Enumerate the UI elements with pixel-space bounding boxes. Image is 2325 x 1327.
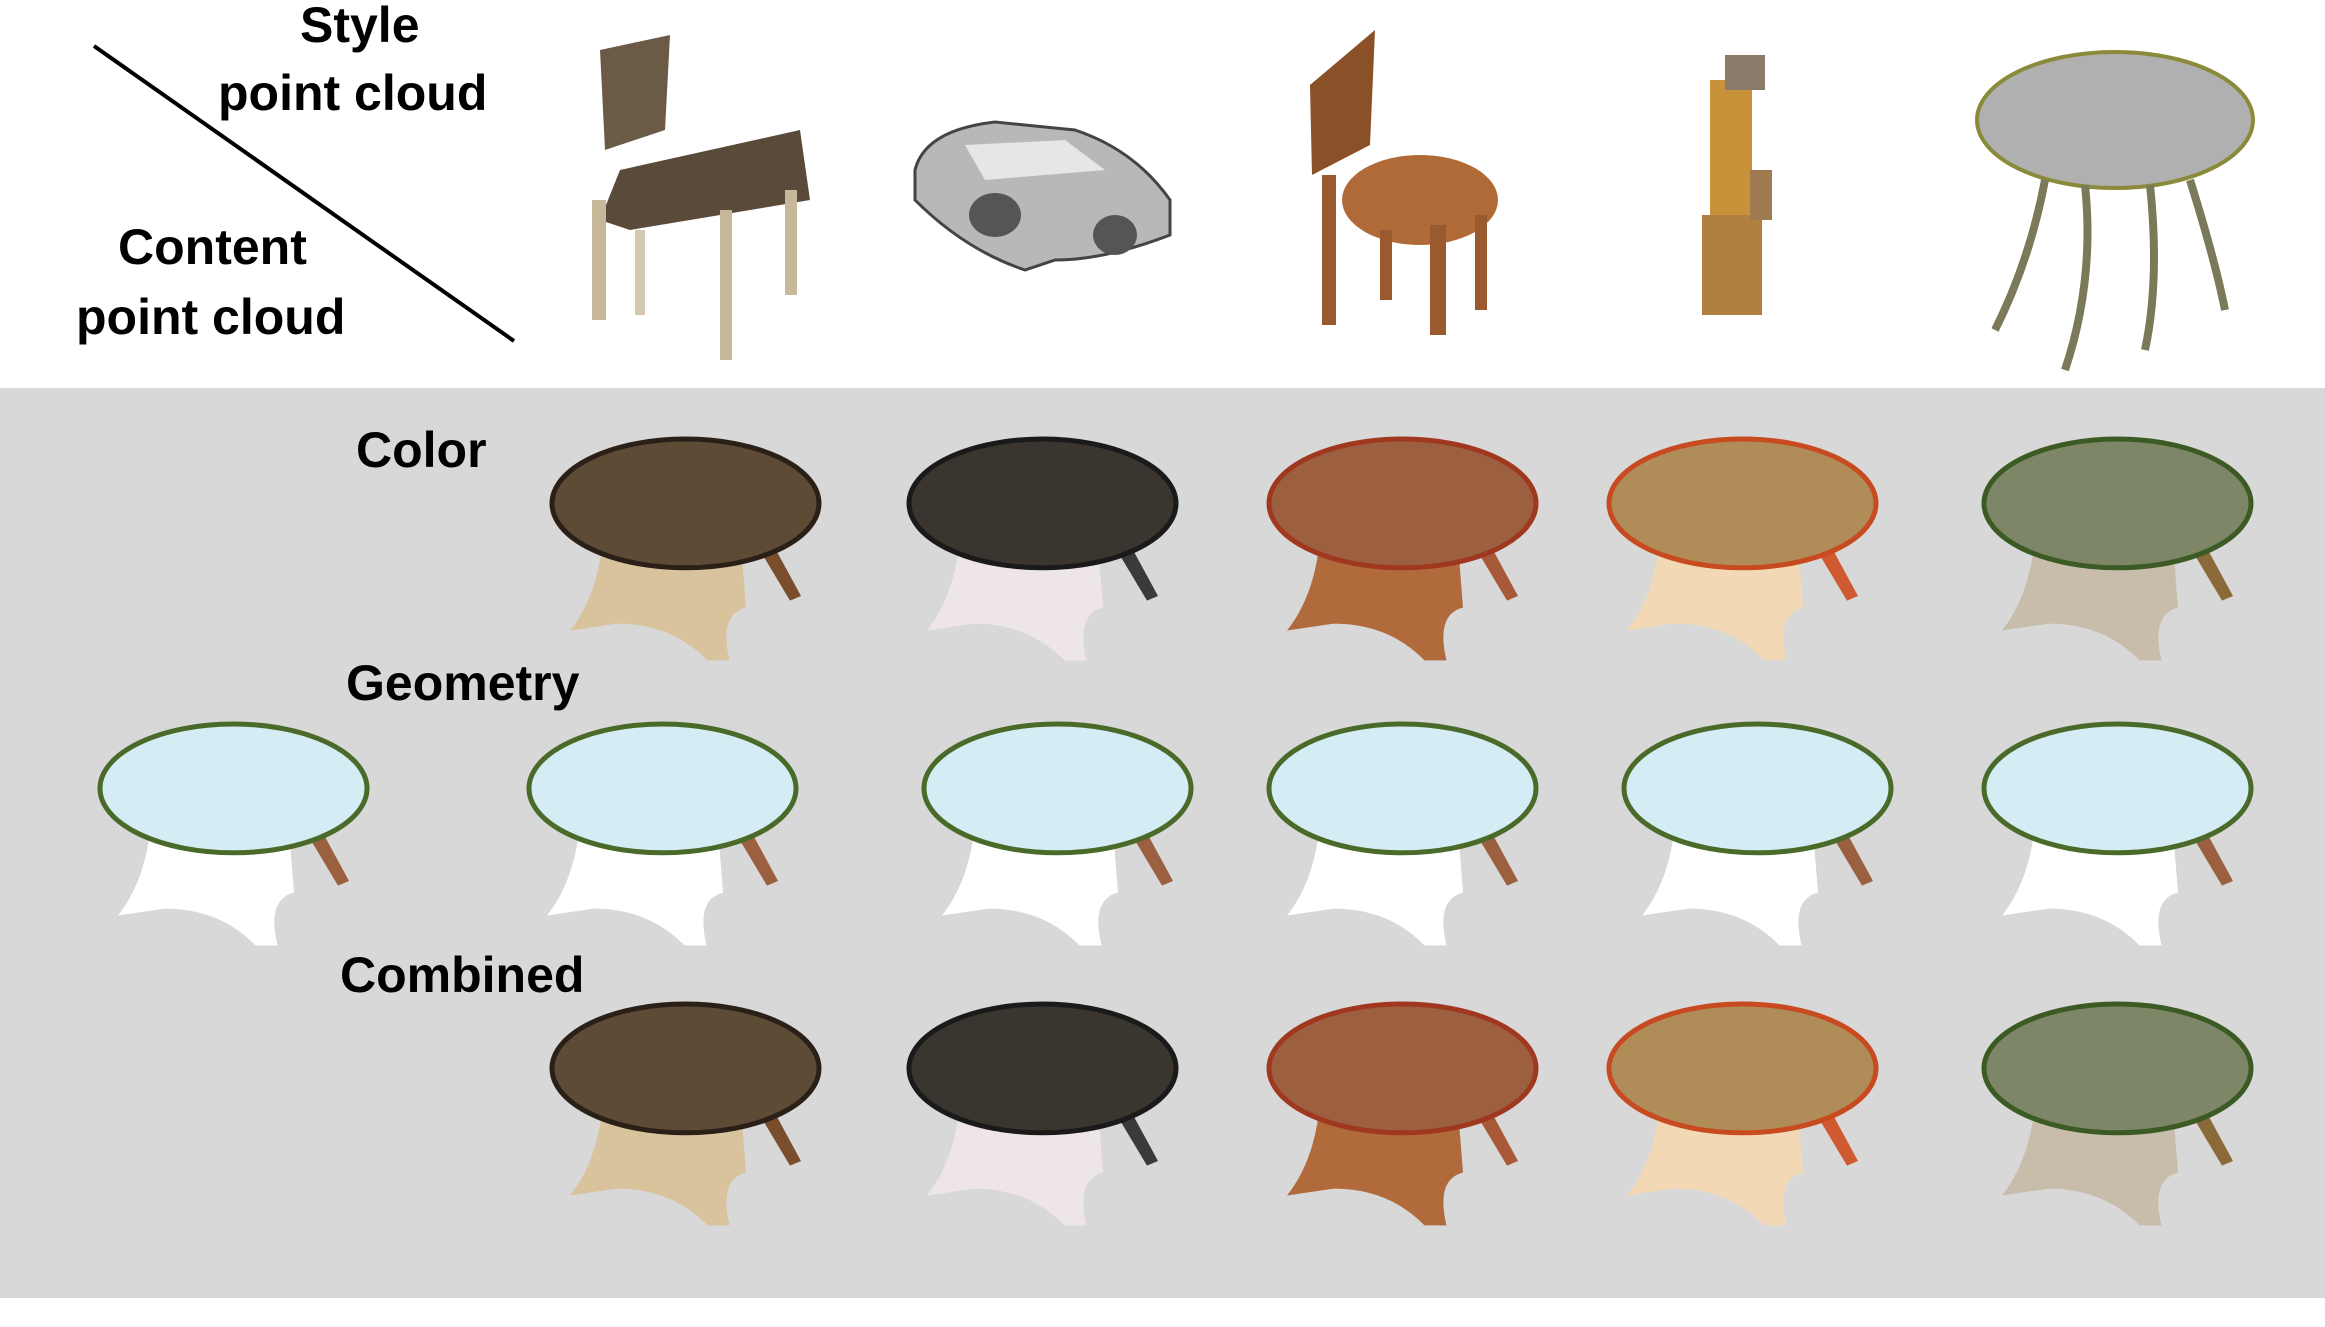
table-top — [906, 436, 1179, 571]
geometry-result-4 — [1621, 721, 1894, 946]
color-result-4 — [1606, 436, 1879, 661]
color-result-5 — [1981, 436, 2254, 661]
table-leg — [2194, 545, 2233, 601]
style-label-line1: Style — [300, 0, 420, 53]
table-top — [1266, 721, 1539, 856]
table-top — [526, 721, 799, 856]
table-leg — [1479, 1110, 1518, 1166]
table-top — [549, 1001, 822, 1136]
table-leg — [1479, 545, 1518, 601]
table-leg — [2194, 830, 2233, 886]
style-point-cloud-narrow-object — [1702, 55, 1772, 315]
bottom-margin — [0, 1298, 2325, 1327]
geometry-result-1 — [526, 721, 799, 946]
content-label-line2: point cloud — [76, 289, 346, 345]
table-top — [1606, 436, 1879, 571]
style-label-line2: point cloud — [218, 65, 488, 121]
table-top — [97, 721, 370, 856]
geometry-result-5 — [1981, 721, 2254, 946]
chair-shape — [592, 35, 810, 360]
combined-result-1 — [549, 1001, 822, 1226]
color-result-3 — [1266, 436, 1539, 661]
table-top — [549, 436, 822, 571]
table-top — [1621, 721, 1894, 856]
content-label-line1: Content — [118, 219, 307, 275]
narrow-object-shape — [1702, 55, 1772, 315]
table-leg — [762, 545, 801, 601]
color-result-2 — [906, 436, 1179, 661]
table-top — [906, 1001, 1179, 1136]
style-point-cloud-chair — [592, 35, 810, 360]
car-shape — [913, 120, 1172, 272]
table-leg — [1119, 545, 1158, 601]
combined-result-3 — [1266, 1001, 1539, 1226]
table-top — [1981, 721, 2254, 856]
table-leg — [1819, 1110, 1858, 1166]
table-leg — [1834, 830, 1873, 886]
combined-result-4 — [1606, 1001, 1879, 1226]
row-label-geometry: Geometry — [346, 655, 580, 711]
table-leg — [739, 830, 778, 886]
geometry-result-2 — [921, 721, 1194, 946]
round-table-shape — [1975, 50, 2255, 372]
table-leg — [310, 830, 349, 886]
content-point-cloud-table — [97, 721, 370, 946]
table-leg — [1119, 1110, 1158, 1166]
style-point-cloud-car — [913, 120, 1172, 272]
table-leg — [762, 1110, 801, 1166]
table-top — [1981, 1001, 2254, 1136]
style-point-cloud-tall-chair — [1310, 30, 1498, 335]
color-result-1 — [549, 436, 822, 661]
combined-result-5 — [1981, 1001, 2254, 1226]
table-leg — [1134, 830, 1173, 886]
tall-chair-shape — [1310, 30, 1498, 335]
results-panel — [0, 388, 2325, 1298]
table-leg — [2194, 1110, 2233, 1166]
table-top — [1981, 436, 2254, 571]
table-leg — [1819, 545, 1858, 601]
header-diagonal-divider — [92, 44, 516, 343]
table-top — [921, 721, 1194, 856]
style-point-cloud-round-table — [1975, 50, 2255, 372]
geometry-result-3 — [1266, 721, 1539, 946]
table-top — [1266, 436, 1539, 571]
table-leg — [1479, 830, 1518, 886]
combined-result-2 — [906, 1001, 1179, 1226]
table-top — [1606, 1001, 1879, 1136]
row-label-combined: Combined — [340, 947, 585, 1003]
row-label-color: Color — [356, 422, 487, 478]
table-top — [1266, 1001, 1539, 1136]
